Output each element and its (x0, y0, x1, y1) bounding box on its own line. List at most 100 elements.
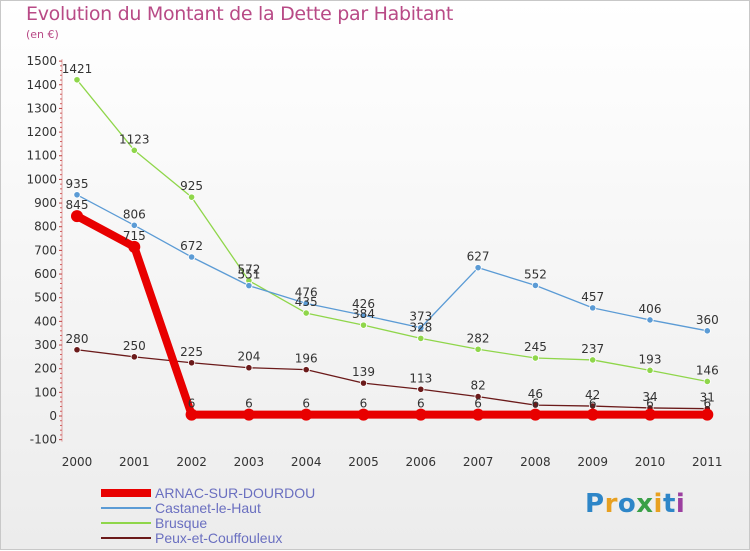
data-label: 6 (302, 397, 310, 411)
data-point (73, 346, 81, 354)
data-point (242, 408, 255, 421)
data-point (302, 299, 310, 307)
legend-label: Peux-et-Couffouleux (155, 529, 283, 546)
data-point (130, 146, 138, 154)
data-label: 46 (528, 387, 543, 401)
data-label: 806 (123, 207, 146, 221)
legend-label: Brusque (155, 514, 208, 531)
data-point (474, 392, 482, 401)
data-point (359, 379, 368, 387)
logo-letter: x (636, 489, 654, 519)
x-tick-label: 2009 (577, 455, 608, 469)
x-tick-label: 2005 (348, 455, 379, 469)
legend-item: Castanet-le-Haut (101, 500, 315, 516)
data-label: 139 (352, 365, 375, 379)
data-label: 406 (639, 302, 662, 316)
data-point (71, 210, 83, 223)
data-label: 82 (470, 379, 485, 393)
y-unit-label: (en €) (26, 28, 59, 41)
data-label: 225 (180, 345, 203, 359)
data-point (474, 345, 482, 353)
x-tick-label: 2002 (176, 455, 207, 469)
data-label: 360 (696, 313, 719, 327)
x-tick-label: 2004 (291, 455, 322, 469)
data-point (529, 408, 542, 421)
y-tick-label: 400 (34, 314, 57, 328)
data-point (417, 385, 425, 393)
data-label: 6 (589, 397, 597, 411)
legend: ARNAC-SUR-DOURDOU Castanet-le-Haut Brusq… (101, 484, 316, 546)
data-label: 280 (66, 332, 89, 346)
y-tick-label: 500 (34, 291, 57, 305)
logo-letter: i (653, 489, 663, 519)
series-line (76, 79, 708, 383)
data-point (472, 408, 485, 421)
legend-label: ARNAC-SUR-DOURDOU (155, 484, 316, 501)
proxiti-logo: Proxiti (585, 489, 685, 519)
legend-item: ARNAC-SUR-DOURDOU (101, 484, 316, 501)
data-label: 1123 (119, 132, 150, 146)
data-point (73, 191, 81, 199)
data-label: 672 (180, 239, 203, 253)
data-label: 552 (524, 267, 547, 281)
y-tick-label: 800 (34, 220, 57, 234)
data-label: 245 (524, 340, 547, 354)
data-label: 6 (532, 397, 540, 411)
data-point (188, 253, 196, 261)
legend-swatch (101, 536, 151, 539)
data-label: 627 (467, 250, 490, 264)
data-label: 426 (352, 297, 375, 311)
data-point (73, 76, 81, 84)
y-tick-label: 900 (34, 196, 57, 210)
data-point (589, 304, 597, 312)
data-point (302, 309, 310, 317)
data-label: 457 (581, 290, 604, 304)
chart-title: Evolution du Montant de la Dette par Hab… (26, 3, 454, 25)
data-label: 250 (123, 339, 146, 353)
y-tick-label: 600 (34, 267, 57, 281)
data-point (417, 334, 425, 342)
data-label: 435 (295, 295, 318, 309)
series-line (76, 349, 708, 410)
logo-letter: P (585, 489, 605, 519)
data-point (414, 408, 427, 421)
data-point (245, 364, 253, 372)
data-label: 196 (295, 352, 318, 366)
data-point (357, 408, 370, 421)
data-point (128, 240, 141, 253)
data-point (703, 377, 711, 386)
data-label: 237 (581, 342, 604, 356)
data-label: 935 (66, 177, 89, 191)
data-label: 925 (180, 179, 203, 193)
x-tick-label: 2010 (635, 455, 666, 469)
logo-letter: o (617, 489, 637, 519)
x-tick-label: 2000 (62, 455, 93, 469)
data-label: 6 (703, 397, 711, 411)
data-point (300, 408, 313, 421)
data-point (130, 221, 138, 229)
data-label: 282 (467, 331, 490, 345)
data-point (589, 356, 597, 364)
logo-letter: i (675, 489, 686, 519)
data-label: 6 (417, 397, 425, 411)
legend-item: Peux-et-Couffouleux (101, 529, 315, 546)
data-label: 6 (360, 397, 368, 411)
series-line (76, 194, 708, 332)
logo-letter: t (662, 489, 676, 519)
x-tick-label: 2003 (234, 455, 265, 469)
y-tick-label: 1200 (26, 125, 57, 139)
legend-swatch (101, 506, 151, 509)
data-label: 113 (409, 371, 432, 385)
data-point (302, 366, 310, 374)
data-label: 845 (66, 198, 89, 212)
data-label: 193 (639, 352, 662, 366)
data-point (531, 281, 540, 289)
y-tick-label: 1300 (26, 101, 57, 115)
data-label: 551 (237, 268, 260, 282)
x-tick-label: 2006 (406, 455, 437, 469)
y-tick-label: 1400 (26, 78, 57, 92)
data-label: 204 (237, 350, 260, 364)
y-tick-label: 700 (34, 243, 57, 257)
legend-item: Brusque (101, 514, 315, 531)
